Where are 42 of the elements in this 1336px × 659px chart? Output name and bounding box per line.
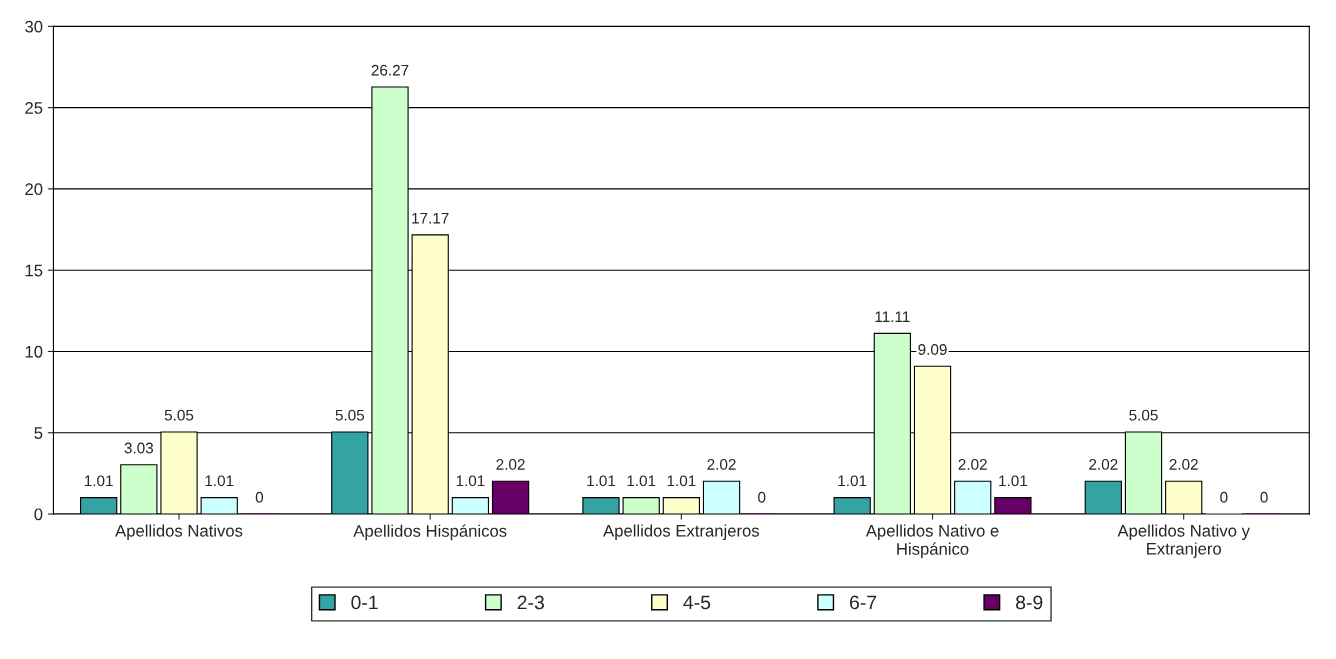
y-tick-label: 5	[34, 427, 43, 439]
x-tick-label: Apellidos Extranjeros	[603, 524, 760, 540]
y-tick-label: 25	[25, 102, 43, 114]
legend-label: 0-1	[351, 595, 378, 610]
y-tick-label: 15	[25, 264, 43, 277]
data-label: 5.05	[164, 409, 194, 421]
data-label: 1.01	[667, 475, 696, 487]
data-label: 3.03	[124, 442, 154, 454]
data-label: 1.01	[456, 475, 485, 487]
x-tick-label: Apellidos Nativo y Extranjero	[1117, 524, 1250, 558]
data-label: 2.02	[1089, 459, 1118, 470]
data-label: 17.17	[412, 212, 449, 224]
data-label: 2.02	[496, 459, 525, 470]
data-label: 1.01	[838, 475, 867, 487]
y-tick-label: 20	[25, 183, 43, 196]
legend-label: 8-9	[1016, 595, 1043, 610]
data-label: 9.09	[918, 344, 947, 355]
legend-label: 6-7	[850, 595, 877, 610]
data-label: 11.11	[875, 311, 910, 322]
data-label: 1.01	[205, 475, 234, 487]
legend-label: 4-5	[683, 595, 711, 610]
data-label: 1.01	[627, 475, 656, 487]
y-tick-label: 30	[25, 20, 43, 33]
data-label: 1.01	[999, 475, 1028, 487]
data-label: 2.02	[707, 459, 736, 470]
data-label: 26.27	[371, 64, 409, 76]
data-label: 0	[758, 491, 766, 503]
data-label: 0	[255, 491, 264, 503]
data-label: 1.01	[84, 475, 113, 487]
data-label: 0	[1220, 491, 1228, 503]
data-label: 0	[1260, 491, 1268, 503]
data-label: 2.02	[1169, 459, 1198, 470]
legend-label: 2-3	[517, 595, 544, 610]
data-label: 1.01	[587, 475, 616, 487]
x-tick-label: Apellidos Nativo e Hispánico	[865, 524, 999, 559]
data-label: 2.02	[958, 459, 987, 470]
y-tick-label: 0	[34, 508, 43, 521]
y-tick-label: 10	[25, 345, 43, 358]
x-tick-label: Apellidos Nativos	[115, 524, 243, 540]
data-label: 5.05	[335, 409, 365, 421]
data-label: 5.05	[1129, 409, 1158, 421]
x-tick-label: Apellidos Hispánicos	[353, 524, 507, 541]
